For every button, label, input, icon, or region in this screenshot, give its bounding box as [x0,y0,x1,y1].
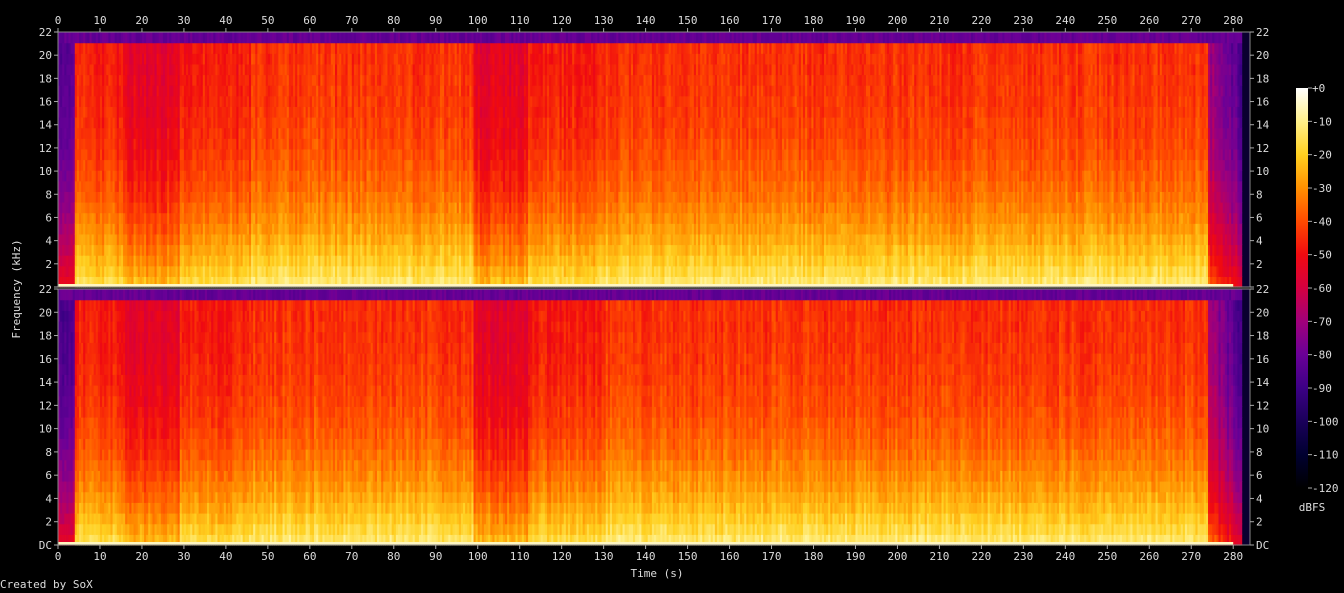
channel-1-spectrogram [58,32,1250,288]
